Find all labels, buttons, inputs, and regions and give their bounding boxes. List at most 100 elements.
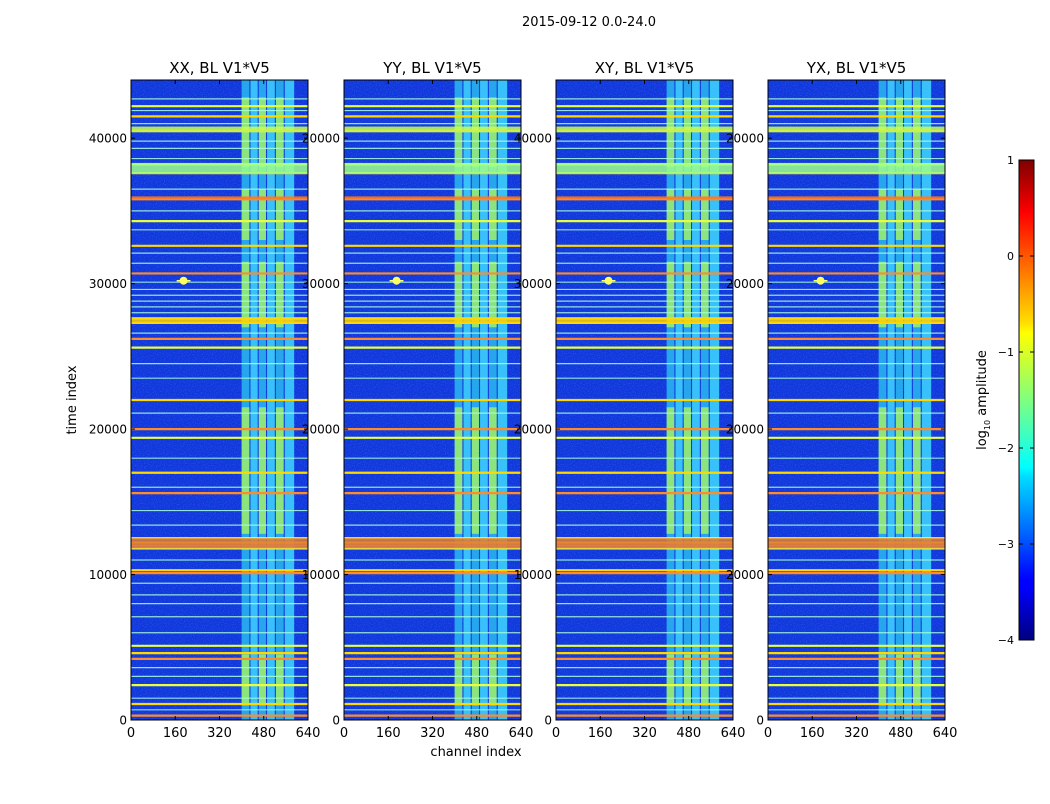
rfi-time-band bbox=[768, 162, 945, 174]
colorbar-tick-label: 1 bbox=[1007, 154, 1014, 167]
rfi-hot-block bbox=[878, 189, 887, 240]
y-tick-label: 0 bbox=[544, 714, 552, 728]
rfi-hot-block bbox=[878, 97, 887, 168]
rfi-hot-block bbox=[488, 654, 497, 706]
x-tick-label: 0 bbox=[764, 726, 772, 741]
y-tick-label: 0 bbox=[756, 714, 764, 728]
rfi-hot-block bbox=[275, 189, 284, 240]
colorbar-tick-label: 0 bbox=[1007, 250, 1014, 263]
rfi-hot-block bbox=[878, 261, 887, 328]
y-tick-label: 20000 bbox=[726, 423, 764, 437]
x-tick-label: 320 bbox=[420, 726, 445, 741]
rfi-hot-block bbox=[700, 654, 709, 706]
rfi-hot-block bbox=[488, 189, 497, 240]
y-tick-label: 30000 bbox=[514, 277, 552, 291]
x-tick-label: 320 bbox=[207, 726, 232, 741]
x-tick-label: 480 bbox=[464, 726, 489, 741]
rfi-hot-block bbox=[258, 189, 266, 240]
rfi-time-band bbox=[131, 317, 308, 323]
x-tick-label: 160 bbox=[800, 726, 825, 741]
rfi-hot-block bbox=[275, 261, 284, 328]
rfi-hot-block bbox=[454, 407, 463, 534]
rfi-hot-block bbox=[895, 407, 903, 534]
rfi-hot-block bbox=[471, 654, 479, 706]
rfi-time-band bbox=[768, 538, 945, 549]
panel-title: XY, BL V1*V5 bbox=[595, 59, 695, 77]
panel-title: YY, BL V1*V5 bbox=[382, 59, 481, 77]
x-tick-label: 160 bbox=[163, 726, 188, 741]
y-tick-label: 40000 bbox=[514, 132, 552, 146]
colorbar: 1 0 −1 −2 −3 −4 log10 amplitude bbox=[975, 154, 1035, 647]
colorbar-tick-label: −2 bbox=[998, 442, 1014, 455]
rfi-hot-block bbox=[241, 97, 250, 168]
rfi-hot-block bbox=[241, 189, 250, 240]
rfi-hot-block bbox=[488, 97, 497, 168]
rfi-time-band bbox=[556, 196, 733, 200]
x-tick-label: 640 bbox=[721, 726, 746, 741]
colorbar-tick-label: −3 bbox=[998, 538, 1014, 551]
colorbar-ticks: 1 0 −1 −2 −3 −4 bbox=[998, 154, 1034, 647]
rfi-time-band bbox=[131, 162, 308, 174]
y-tick-label: 20000 bbox=[514, 423, 552, 437]
figure-suptitle: 2015-09-12 0.0-24.0 bbox=[522, 15, 656, 30]
rfi-hot-block bbox=[488, 407, 497, 534]
rfi-time-band bbox=[344, 162, 521, 174]
rfi-hot-block bbox=[258, 654, 266, 706]
rfi-hot-block bbox=[241, 654, 250, 706]
rfi-hot-block bbox=[912, 97, 921, 168]
x-tick-label: 0 bbox=[127, 726, 135, 741]
rfi-hot-block bbox=[700, 97, 709, 168]
x-tick-label: 640 bbox=[933, 726, 958, 741]
rfi-hot-block bbox=[471, 97, 479, 168]
rfi-hot-block bbox=[258, 407, 266, 534]
x-tick-label: 640 bbox=[509, 726, 534, 741]
y-tick-label: 30000 bbox=[302, 277, 340, 291]
y-tick-label: 20000 bbox=[302, 132, 340, 146]
rfi-time-band bbox=[556, 538, 733, 549]
rfi-hot-block bbox=[912, 189, 921, 240]
rfi-hot-block bbox=[454, 189, 463, 240]
rfi-hot-block bbox=[912, 654, 921, 706]
rfi-hot-block bbox=[700, 189, 709, 240]
rfi-time-band bbox=[556, 162, 733, 174]
rfi-hot-block bbox=[488, 261, 497, 328]
rfi-time-band bbox=[344, 196, 521, 200]
rfi-hot-block bbox=[666, 189, 675, 240]
rfi-hot-block bbox=[471, 189, 479, 240]
x-tick-label: 160 bbox=[588, 726, 613, 741]
rfi-hot-block bbox=[683, 261, 691, 328]
colorbar-gradient bbox=[1018, 159, 1035, 641]
rfi-time-band bbox=[556, 126, 733, 133]
rfi-hot-block bbox=[275, 97, 284, 168]
panel-0: XX, BL V1*V5 0 160 320 480 640 0 10000 20000 3000… bbox=[89, 59, 321, 741]
rfi-hot-block bbox=[895, 189, 903, 240]
x-tick-label: 480 bbox=[676, 726, 701, 741]
rfi-hot-block bbox=[895, 654, 903, 706]
rfi-hot-block bbox=[666, 261, 675, 328]
rfi-hot-block bbox=[258, 97, 266, 168]
rfi-hot-block bbox=[454, 261, 463, 328]
rfi-hot-block bbox=[878, 654, 887, 706]
panel-1: YY, BL V1*V5 0 160 320 480 640 0 10000 20000 3000… bbox=[302, 59, 534, 741]
rfi-hot-block bbox=[275, 407, 284, 534]
rfi-hot-block bbox=[471, 407, 479, 534]
x-tick-label: 0 bbox=[340, 726, 348, 741]
panel-2: XY, BL V1*V5 0 160 320 480 640 0 10000 20000 3000… bbox=[514, 59, 746, 741]
rfi-time-band bbox=[344, 538, 521, 549]
rfi-hot-block bbox=[683, 97, 691, 168]
rfi-time-band bbox=[768, 196, 945, 200]
panel-3: YX, BL V1*V5 0 160 320 480 640 0 20000 20000 2000… bbox=[726, 59, 958, 741]
y-tick-label: 20000 bbox=[726, 132, 764, 146]
rfi-hot-block bbox=[666, 407, 675, 534]
y-axis-label: time index bbox=[65, 365, 80, 434]
y-tick-label: 30000 bbox=[89, 277, 127, 291]
rfi-hot-block bbox=[241, 407, 250, 534]
rfi-hot-block bbox=[454, 97, 463, 168]
y-tick-label: 20000 bbox=[726, 568, 764, 582]
y-tick-label: 0 bbox=[332, 714, 340, 728]
colorbar-tick-label: −1 bbox=[998, 346, 1014, 359]
rfi-hot-block bbox=[700, 407, 709, 534]
y-tick-label: 0 bbox=[119, 714, 127, 728]
